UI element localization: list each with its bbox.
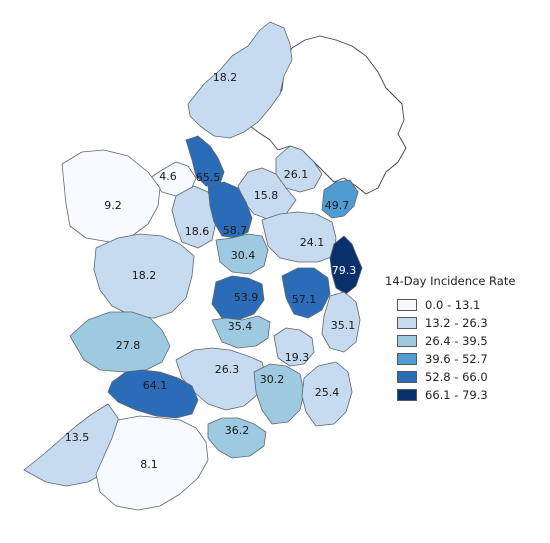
county-region-8 xyxy=(171,185,217,249)
county-value-label: 18.2 xyxy=(213,71,238,84)
county-region-17 xyxy=(321,291,361,353)
county-value-label: 13.5 xyxy=(65,431,90,444)
county-region-14 xyxy=(211,275,265,321)
county-value-label: 8.1 xyxy=(140,458,158,471)
county-region-25 xyxy=(207,417,267,459)
county-value-label: 26.3 xyxy=(215,363,240,376)
legend-swatch xyxy=(397,371,417,383)
county-region-26 xyxy=(95,415,209,511)
county-value-label: 26.1 xyxy=(284,168,309,181)
county-value-label: 30.4 xyxy=(231,249,256,262)
county-region-6 xyxy=(321,179,359,219)
county-region-22 xyxy=(107,369,199,419)
county-value-label: 49.7 xyxy=(325,199,350,212)
county-value-label: 36.2 xyxy=(225,424,250,437)
county-region-18 xyxy=(69,311,171,373)
legend-title: 14-Day Incidence Rate xyxy=(385,274,516,288)
legend-label: 39.6 - 52.7 xyxy=(425,352,488,366)
legend-entry: 0.0 - 13.1 xyxy=(385,296,545,314)
county-value-label: 57.1 xyxy=(292,293,317,306)
county-value-label: 18.2 xyxy=(132,269,157,282)
county-region-15 xyxy=(281,267,331,319)
county-value-label: 18.6 xyxy=(185,225,210,238)
county-value-label: 64.1 xyxy=(143,379,168,392)
legend-label: 0.0 - 13.1 xyxy=(425,298,481,312)
county-region-3 xyxy=(185,135,225,187)
legend-entry: 13.2 - 26.3 xyxy=(385,314,545,332)
county-value-label: 4.6 xyxy=(159,170,177,183)
map-legend: 14-Day Incidence Rate 0.0 - 13.1 13.2 - 2… xyxy=(385,274,545,404)
legend-swatch xyxy=(397,299,417,311)
county-value-label: 19.3 xyxy=(285,351,310,364)
legend-label: 66.1 - 79.3 xyxy=(425,388,488,402)
county-value-label: 30.2 xyxy=(260,373,285,386)
county-region-13 xyxy=(93,233,195,319)
legend-swatch xyxy=(397,353,417,365)
county-region-5 xyxy=(237,167,297,221)
county-value-label: 15.8 xyxy=(254,189,279,202)
county-region-21 xyxy=(253,363,305,425)
legend-swatch xyxy=(397,317,417,329)
county-value-label: 58.7 xyxy=(223,224,248,237)
county-value-label: 35.4 xyxy=(228,320,253,333)
legend-label: 26.4 - 39.5 xyxy=(425,334,488,348)
county-region-7 xyxy=(61,149,161,243)
county-region-23 xyxy=(301,361,353,427)
county-value-label: 9.2 xyxy=(104,199,122,212)
county-region-1 xyxy=(187,21,293,139)
county-value-label: 79.3 xyxy=(332,264,357,277)
county-value-label: 35.1 xyxy=(331,319,356,332)
legend-label: 52.8 - 66.0 xyxy=(425,370,488,384)
legend-entry: 26.4 - 39.5 xyxy=(385,332,545,350)
legend-swatch xyxy=(397,389,417,401)
county-region-12 xyxy=(329,235,363,295)
county-value-label: 65.5 xyxy=(196,171,221,184)
county-value-label: 53.9 xyxy=(234,291,259,304)
county-value-label: 27.8 xyxy=(116,339,141,352)
county-value-label: 25.4 xyxy=(315,386,340,399)
legend-label: 13.2 - 26.3 xyxy=(425,316,488,330)
county-region-16 xyxy=(211,315,271,349)
county-region-9 xyxy=(207,181,253,239)
county-value-label: 24.1 xyxy=(300,236,325,249)
county-region-2 xyxy=(149,161,197,197)
legend-swatch xyxy=(397,335,417,347)
county-region-19 xyxy=(273,327,315,367)
legend-entry: 39.6 - 52.7 xyxy=(385,350,545,368)
legend-entry: 66.1 - 79.3 xyxy=(385,386,545,404)
county-region-10 xyxy=(215,233,269,275)
legend-entry: 52.8 - 66.0 xyxy=(385,368,545,386)
